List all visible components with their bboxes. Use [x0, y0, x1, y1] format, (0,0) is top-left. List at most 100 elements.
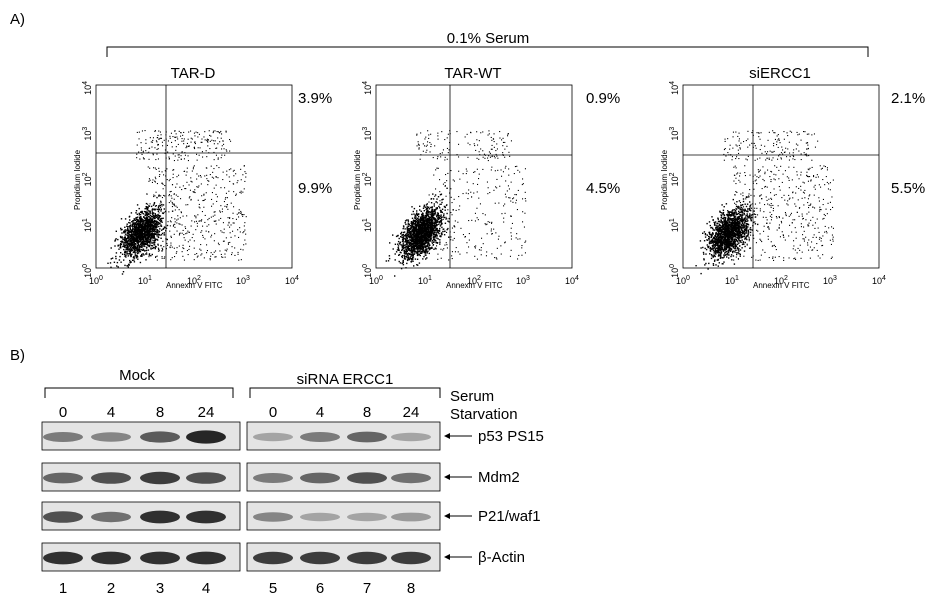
- event-dot: [174, 218, 175, 219]
- event-dot: [179, 154, 180, 155]
- event-dot: [160, 207, 161, 208]
- tick-exponent: 0: [82, 264, 89, 268]
- event-dot: [237, 229, 238, 230]
- event-dot: [182, 247, 183, 248]
- event-dot: [404, 258, 405, 259]
- event-dot: [425, 246, 426, 247]
- event-dot: [401, 237, 402, 238]
- event-dot: [435, 209, 436, 210]
- event-dot: [442, 209, 443, 210]
- event-dot: [150, 240, 151, 241]
- event-dot: [415, 236, 416, 237]
- event-dot: [171, 217, 172, 218]
- event-dot: [406, 253, 407, 254]
- event-dot: [497, 148, 498, 149]
- event-dot: [441, 227, 442, 228]
- event-dot: [476, 139, 477, 140]
- event-dot: [420, 243, 421, 244]
- event-dot: [146, 217, 147, 218]
- event-dot: [189, 184, 190, 185]
- event-dot: [140, 222, 141, 223]
- event-dot: [226, 151, 227, 152]
- event-dot: [440, 214, 441, 215]
- event-dot: [397, 235, 398, 236]
- event-dot: [152, 142, 153, 143]
- event-dot: [524, 227, 525, 228]
- event-dot: [433, 157, 434, 158]
- event-dot: [156, 230, 157, 231]
- event-dot: [433, 244, 434, 245]
- event-dot: [139, 229, 140, 230]
- event-dot: [197, 214, 198, 215]
- event-dot: [236, 194, 237, 195]
- event-dot: [496, 187, 497, 188]
- event-dot: [452, 251, 453, 252]
- event-dot: [140, 230, 141, 231]
- event-dot: [426, 221, 427, 222]
- event-dot: [207, 250, 208, 251]
- event-dot: [233, 191, 234, 192]
- event-dot: [434, 205, 435, 206]
- event-dot: [125, 251, 126, 252]
- event-dot: [477, 259, 478, 260]
- event-dot: [170, 138, 171, 139]
- event-dot: [136, 249, 137, 250]
- event-dot: [702, 233, 703, 234]
- event-dot: [425, 252, 426, 253]
- event-dot: [407, 219, 408, 220]
- event-dot: [145, 239, 146, 240]
- event-dot: [115, 238, 116, 239]
- event-dot: [433, 249, 434, 250]
- event-dot: [179, 131, 180, 132]
- event-dot: [496, 259, 497, 260]
- event-dot: [416, 247, 417, 248]
- event-dot: [194, 240, 195, 241]
- event-dot: [159, 228, 160, 229]
- event-dot: [142, 212, 143, 213]
- event-dot: [137, 259, 138, 260]
- event-dot: [145, 208, 146, 209]
- event-dot: [404, 257, 405, 258]
- event-dot: [228, 191, 229, 192]
- event-dot: [122, 239, 123, 240]
- event-dot: [417, 145, 418, 146]
- tick-base: 10: [516, 276, 526, 286]
- event-dot: [431, 222, 432, 223]
- event-dot: [204, 200, 205, 201]
- event-dot: [403, 242, 404, 243]
- event-dot: [447, 159, 448, 160]
- event-dot: [225, 199, 226, 200]
- event-dot: [504, 149, 505, 150]
- event-dot: [128, 237, 129, 238]
- event-dot: [243, 249, 244, 250]
- event-dot: [170, 191, 171, 192]
- event-dot: [133, 231, 134, 232]
- event-dot: [182, 151, 183, 152]
- event-dot: [405, 244, 406, 245]
- event-dot: [151, 224, 152, 225]
- event-dot: [426, 224, 427, 225]
- tick-base: 10: [285, 276, 295, 286]
- event-dot: [143, 239, 144, 240]
- event-dot: [229, 218, 230, 219]
- event-dot: [458, 251, 459, 252]
- event-dot: [145, 236, 146, 237]
- event-dot: [414, 233, 415, 234]
- tick-base: 10: [83, 176, 93, 186]
- event-dot: [142, 223, 143, 224]
- event-dot: [155, 130, 156, 131]
- event-dot: [420, 220, 421, 221]
- event-dot: [427, 208, 428, 209]
- tick-base: 10: [138, 276, 148, 286]
- event-dot: [726, 256, 727, 257]
- event-dot: [166, 168, 167, 169]
- event-dot: [411, 206, 412, 207]
- event-dot: [147, 240, 148, 241]
- event-dot: [183, 230, 184, 231]
- event-dot: [176, 251, 177, 252]
- event-dot: [428, 224, 429, 225]
- event-dot: [134, 261, 135, 262]
- event-dot: [428, 237, 429, 238]
- event-dot: [178, 223, 179, 224]
- event-dot: [153, 222, 154, 223]
